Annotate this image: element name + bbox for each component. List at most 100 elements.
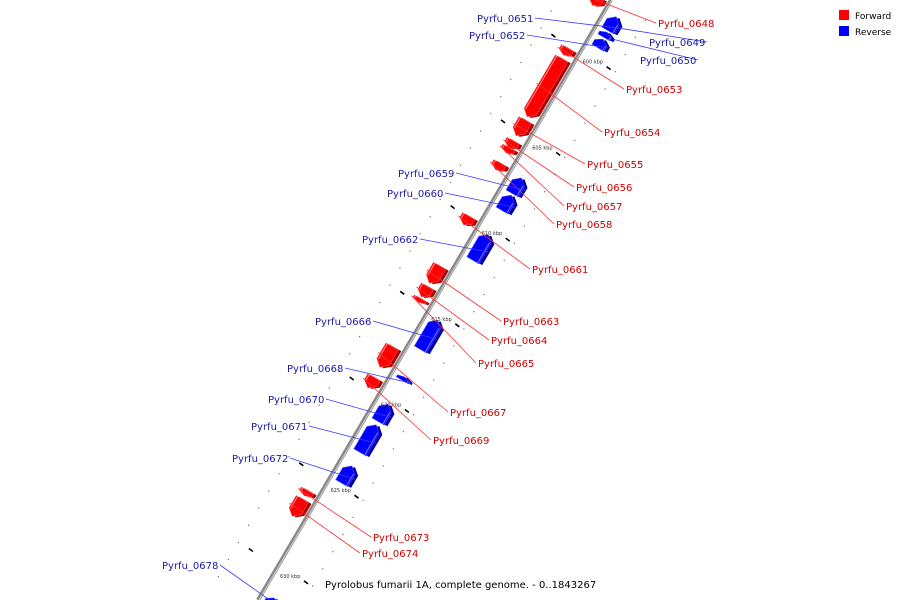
scale-dot — [237, 541, 240, 544]
gene-label[interactable]: Pyrfu_0666 — [315, 317, 371, 328]
scale-dot — [362, 499, 364, 501]
gene-label[interactable]: Pyrfu_0655 — [587, 160, 643, 171]
scale-dot — [382, 465, 384, 467]
gene-arrow — [597, 30, 613, 42]
gene-label[interactable]: Pyrfu_0649 — [649, 38, 705, 49]
scale-dot — [227, 558, 230, 561]
scale-dot — [318, 404, 320, 406]
scale-dot — [352, 516, 354, 519]
scale-dot — [308, 421, 310, 424]
gene-Pyrfu_0665[interactable] — [412, 294, 430, 306]
scale-dot — [530, 44, 532, 46]
gene-label[interactable]: Pyrfu_0658 — [556, 220, 612, 231]
leader-line — [362, 377, 432, 441]
gene-arrow — [395, 374, 410, 385]
gene-label[interactable]: Pyrfu_0662 — [362, 235, 418, 246]
scale-dot — [379, 301, 381, 304]
tick-mark — [404, 408, 410, 414]
tick-mark — [606, 65, 612, 71]
gene-highlight — [418, 283, 424, 290]
gene-label[interactable]: Pyrfu_0657 — [566, 202, 622, 213]
scale-dot — [500, 96, 502, 98]
gene-Pyrfu_0658[interactable] — [491, 159, 510, 172]
gene-highlight — [377, 343, 388, 360]
gene-label[interactable]: Pyrfu_0651 — [477, 14, 533, 25]
gene-label[interactable]: Pyrfu_0663 — [503, 317, 559, 328]
scale-dot — [520, 61, 522, 64]
scale-dot — [298, 438, 300, 441]
gene-label[interactable]: Pyrfu_0669 — [433, 436, 489, 447]
tick-mark — [555, 151, 561, 157]
leader-line — [289, 502, 361, 554]
gene-Pyrfu_0654[interactable] — [523, 54, 571, 118]
gene-Pyrfu_0674[interactable] — [288, 495, 312, 518]
gene-arrow — [495, 194, 515, 215]
gene-label[interactable]: Pyrfu_0672 — [232, 454, 288, 465]
gene-Pyrfu_0661[interactable] — [459, 212, 478, 226]
tick-label: 625 kbp — [331, 488, 351, 494]
leader-line — [499, 145, 565, 207]
gene-highlight — [346, 473, 354, 487]
gene-label[interactable]: Pyrfu_0652 — [469, 31, 525, 42]
scale-dot — [288, 456, 290, 458]
leader-line — [444, 192, 515, 208]
gene-label[interactable]: Pyrfu_0653 — [626, 85, 682, 96]
gene-highlight — [427, 262, 436, 276]
gene-highlight — [290, 496, 299, 509]
gene-label[interactable]: Pyrfu_0648 — [658, 19, 714, 30]
gene-arrow — [491, 159, 507, 171]
leader-line — [419, 238, 489, 253]
gene-Pyrfu_0660[interactable] — [495, 194, 518, 216]
gene-label[interactable]: Pyrfu_0671 — [251, 422, 307, 433]
gene-label[interactable]: Pyrfu_0665 — [478, 359, 534, 370]
scale-dot — [459, 164, 462, 166]
leader-line — [536, 82, 603, 133]
gene-Pyrfu_0664[interactable] — [417, 282, 437, 298]
gene-Pyrfu_0657[interactable] — [500, 143, 519, 156]
gene-arrow — [459, 212, 476, 226]
gene-highlight — [612, 24, 619, 34]
scale-dot — [510, 78, 512, 81]
gene-label[interactable]: Pyrfu_0674 — [362, 549, 418, 560]
gene-Pyrfu_0663[interactable] — [426, 261, 449, 285]
gene-Pyrfu_0673[interactable] — [299, 486, 317, 499]
gene-label[interactable]: Pyrfu_0650 — [640, 56, 696, 67]
leader-line — [557, 46, 625, 90]
gene-label[interactable]: Pyrfu_0673 — [373, 533, 429, 544]
tick-label: 610 kbp — [482, 231, 502, 237]
gene-label[interactable]: Pyrfu_0660 — [387, 189, 443, 200]
gene-label[interactable]: Pyrfu_0664 — [491, 336, 547, 347]
gene-Pyrfu_0651[interactable] — [601, 16, 623, 36]
scale-dot — [463, 328, 465, 330]
gene-labels-layer: Pyrfu_0648 Pyrfu_0649 Pyrfu_0650 Pyrfu_0651… — [162, 0, 714, 600]
scale-dot — [368, 318, 371, 321]
axis-highlight — [258, 0, 613, 600]
gene-label[interactable]: Pyrfu_0654 — [604, 128, 660, 139]
gene-label[interactable]: Pyrfu_0670 — [268, 395, 324, 406]
scale-dot — [358, 336, 361, 338]
gene-label[interactable]: Pyrfu_0661 — [532, 265, 588, 276]
gene-label[interactable]: Pyrfu_0667 — [450, 408, 506, 419]
scale-dot — [412, 413, 415, 416]
legend-label-reverse: Reverse — [855, 28, 892, 38]
gene-arrow — [299, 486, 314, 498]
gene-label[interactable]: Pyrfu_0659 — [398, 169, 454, 180]
leader-line — [325, 398, 392, 418]
scale-dot — [409, 250, 411, 252]
scale-dot — [419, 233, 421, 235]
gene-Pyrfu_0653[interactable] — [558, 44, 577, 57]
scale-dot — [328, 387, 330, 389]
scale-dot — [322, 568, 324, 570]
gene-label[interactable]: Pyrfu_0656 — [576, 183, 632, 194]
scale-dot — [594, 105, 596, 107]
leader-line — [377, 351, 449, 413]
gene-label[interactable]: Pyrfu_0678 — [162, 561, 218, 572]
gene-Pyrfu_0656[interactable] — [504, 136, 523, 150]
leader-line — [595, 0, 657, 24]
gene-Pyrfu_0650[interactable] — [597, 30, 615, 43]
gene-Pyrfu_0652[interactable] — [591, 38, 610, 53]
legend-label-forward: Forward — [855, 12, 891, 22]
gene-label[interactable]: Pyrfu_0668 — [287, 364, 343, 375]
scale-dot — [443, 362, 445, 364]
